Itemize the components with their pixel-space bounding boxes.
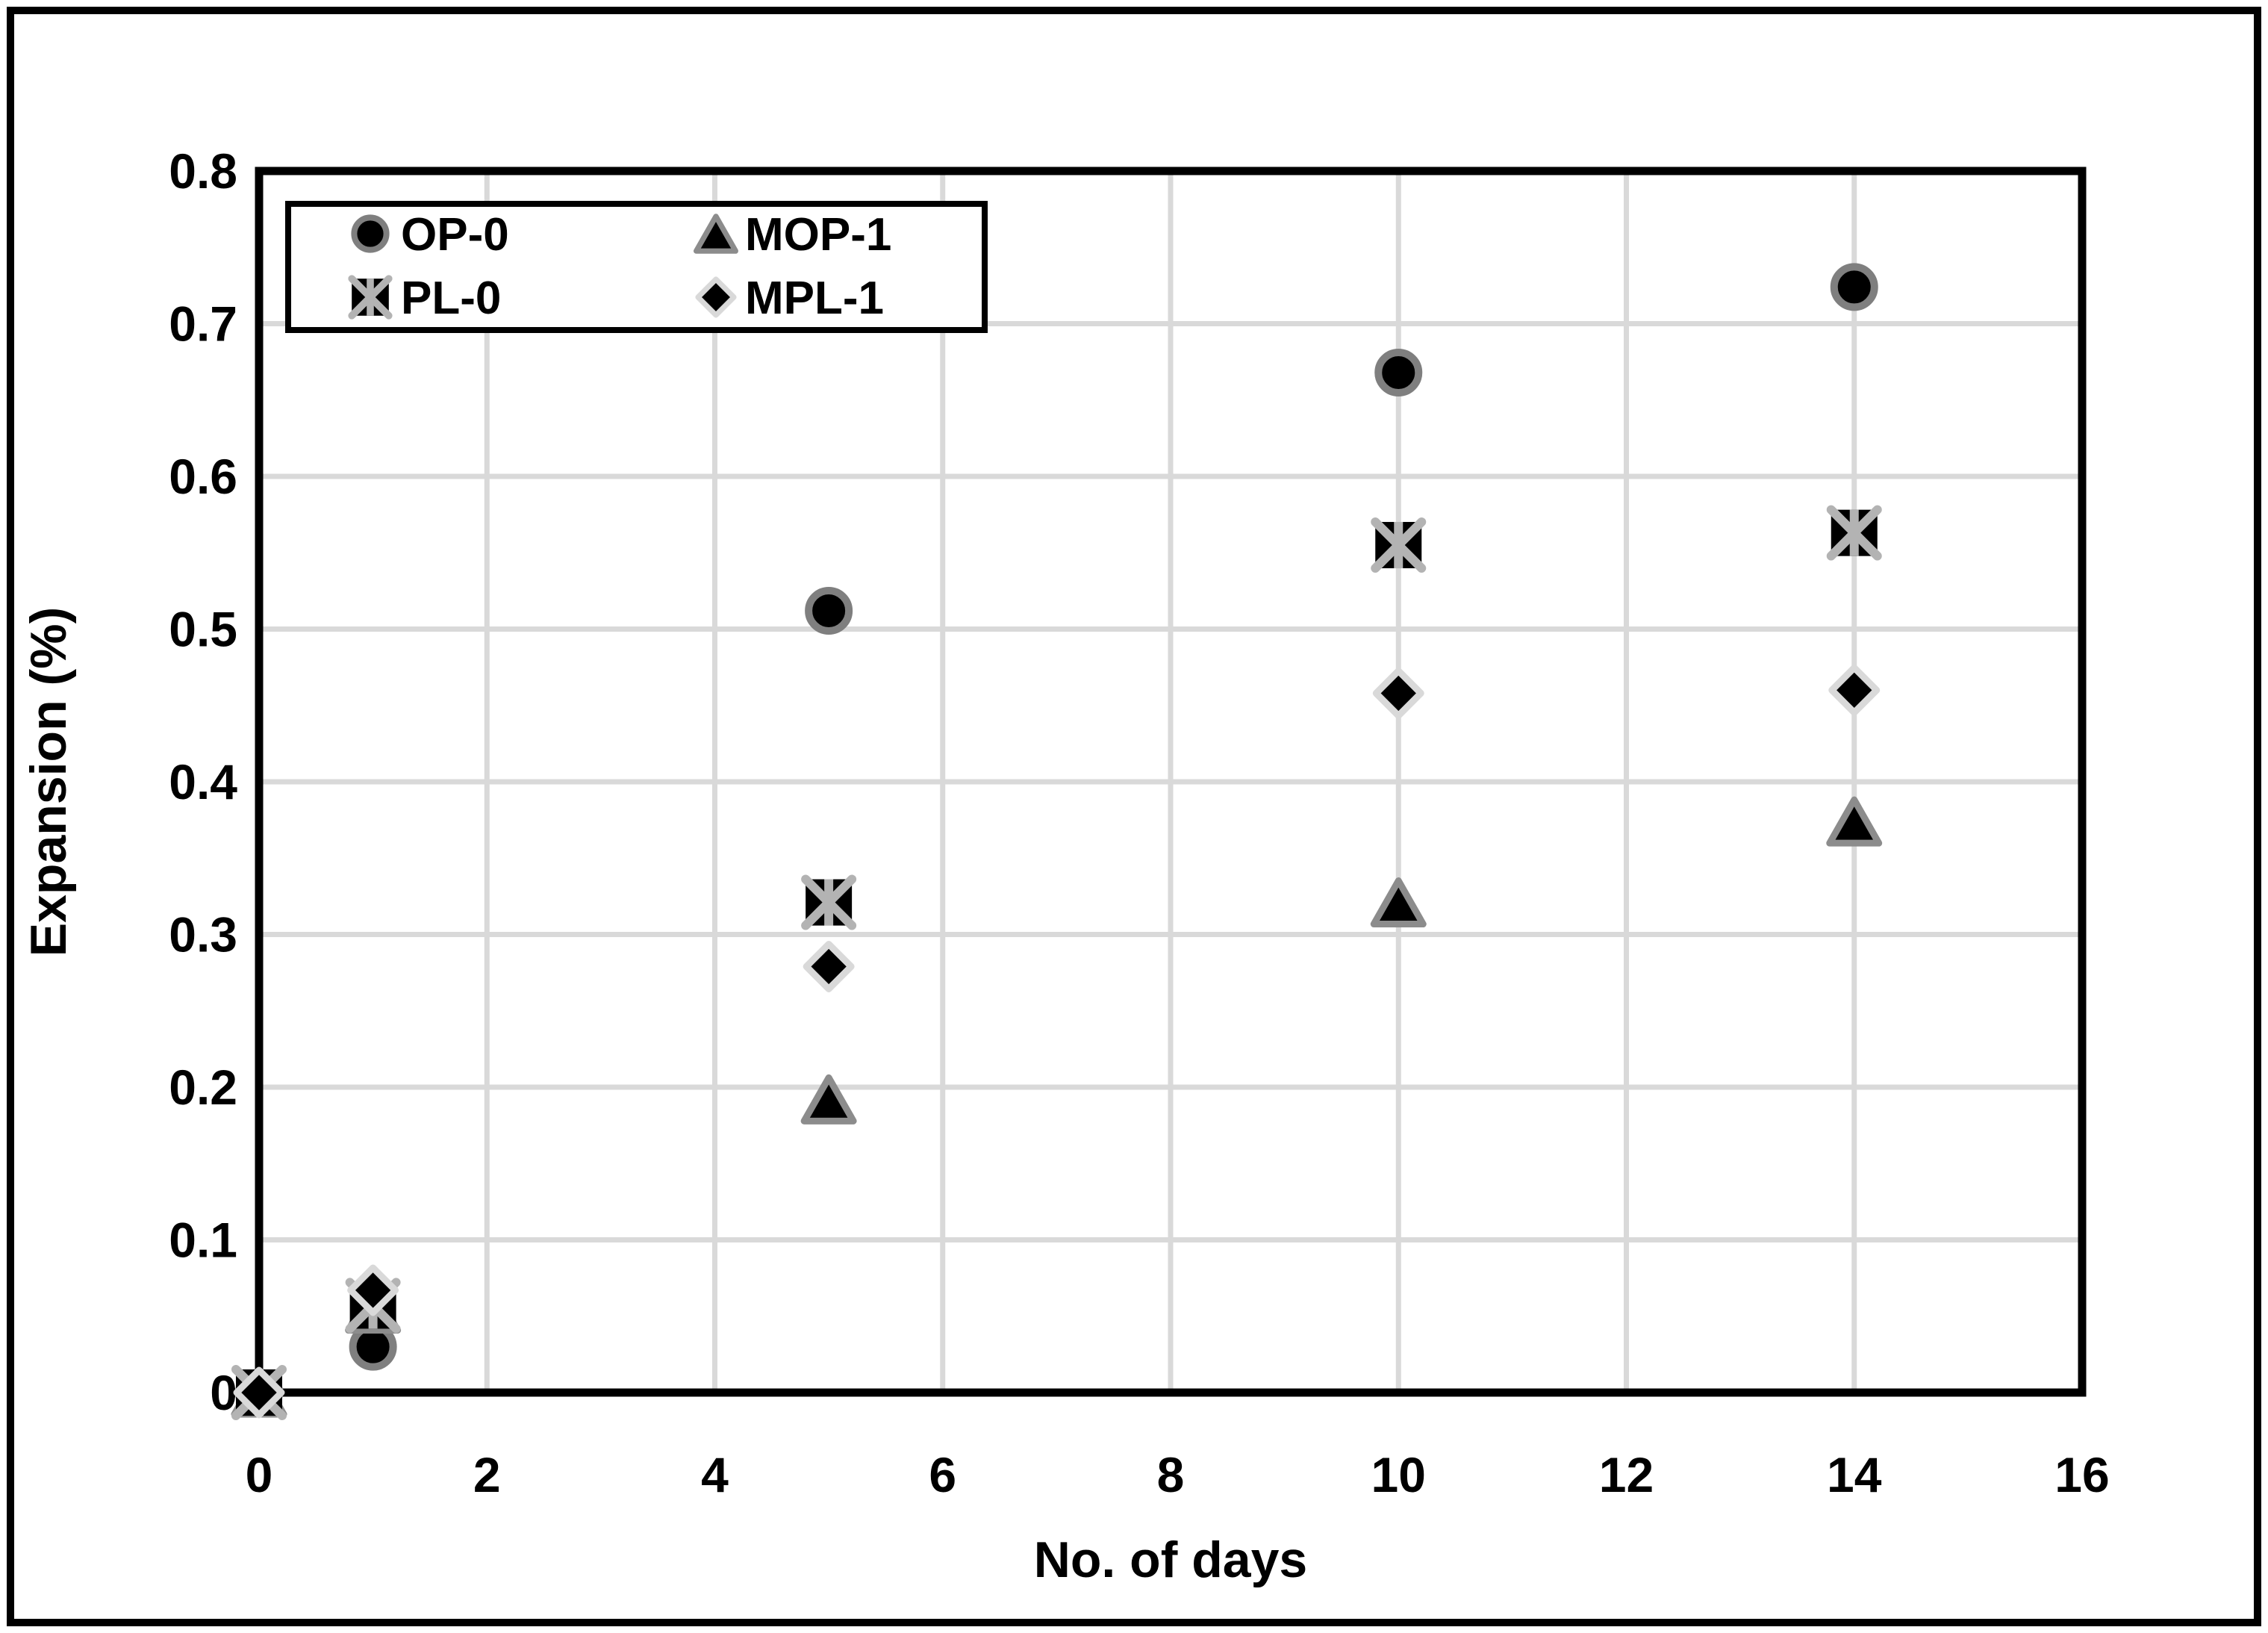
data-point-MPL-1	[803, 940, 855, 992]
legend-box	[285, 201, 988, 333]
series-MOP-1	[231, 796, 1883, 1418]
x-tick-labels: 0 2 4 6 8 10 12 14 16	[246, 1447, 2110, 1502]
series-MPL-1	[233, 664, 1881, 1419]
legend-label: PL-0	[401, 273, 501, 324]
gridlines	[259, 171, 2082, 1393]
data-point-OP-0	[1830, 263, 1878, 311]
x-tick-label: 12	[1599, 1447, 1654, 1502]
y-axis-title: Expansion (%)	[20, 607, 77, 957]
data-point-PL-0	[1371, 517, 1427, 573]
diamond-marker	[695, 276, 737, 318]
circle-marker	[351, 214, 390, 253]
data-point-MOP-1	[1370, 877, 1427, 928]
data-point-MOP-1	[800, 1074, 857, 1125]
data-point-MPL-1	[233, 1366, 285, 1419]
legend-label: MPL-1	[745, 273, 884, 324]
data-point-MPL-1	[1372, 667, 1424, 719]
legend-label: OP-0	[401, 209, 509, 261]
figure-border	[7, 7, 2261, 1626]
legend-entry-MOP-1: MOP-1	[694, 209, 891, 261]
plot-area-border	[255, 167, 2087, 1397]
y-tick-label: 0.2	[169, 1060, 237, 1115]
x-tick-label: 2	[473, 1447, 501, 1502]
y-tick-label: 0.1	[169, 1213, 237, 1268]
legend-label: MOP-1	[745, 209, 891, 261]
x-axis-title: No. of days	[1034, 1531, 1308, 1588]
y-tick-labels: 00.10.20.30.40.50.60.70.8	[169, 143, 237, 1420]
legend-entry-PL-0: PL-0	[348, 273, 501, 324]
y-tick-label: 0.7	[169, 296, 237, 352]
x-tick-label: 10	[1371, 1447, 1426, 1502]
data-point-MPL-1	[347, 1264, 399, 1316]
data-point-OP-0	[1374, 348, 1423, 396]
y-tick-label: 0.6	[169, 449, 237, 504]
y-tick-label: 0.4	[169, 754, 237, 809]
y-tick-label: 0.5	[169, 602, 237, 657]
legend: OP-0 MOP-1 PL-0 MPL-1	[285, 201, 988, 333]
data-point-MOP-1	[1826, 796, 1883, 847]
data-point-OP-0	[805, 586, 853, 635]
series-PL-0	[231, 505, 1882, 1420]
x-tick-label: 6	[929, 1447, 956, 1502]
x-tick-label: 4	[701, 1447, 729, 1502]
x-tick-label: 14	[1827, 1447, 1882, 1502]
y-tick-label: 0.3	[169, 907, 237, 962]
data-point-MPL-1	[1828, 664, 1881, 716]
triangle-marker	[694, 214, 738, 254]
legend-entry-OP-0: OP-0	[351, 209, 509, 261]
x-tick-label: 0	[246, 1447, 273, 1502]
y-tick-label: 0.8	[169, 143, 237, 199]
plot-frame	[255, 167, 2087, 1397]
data-series	[231, 263, 1883, 1420]
data-point-PL-0	[1826, 505, 1882, 561]
x-square-marker	[348, 275, 393, 320]
legend-entry-MPL-1: MPL-1	[695, 273, 884, 324]
x-tick-label: 16	[2054, 1447, 2109, 1502]
data-point-PL-0	[801, 874, 857, 930]
x-tick-label: 8	[1157, 1447, 1185, 1502]
